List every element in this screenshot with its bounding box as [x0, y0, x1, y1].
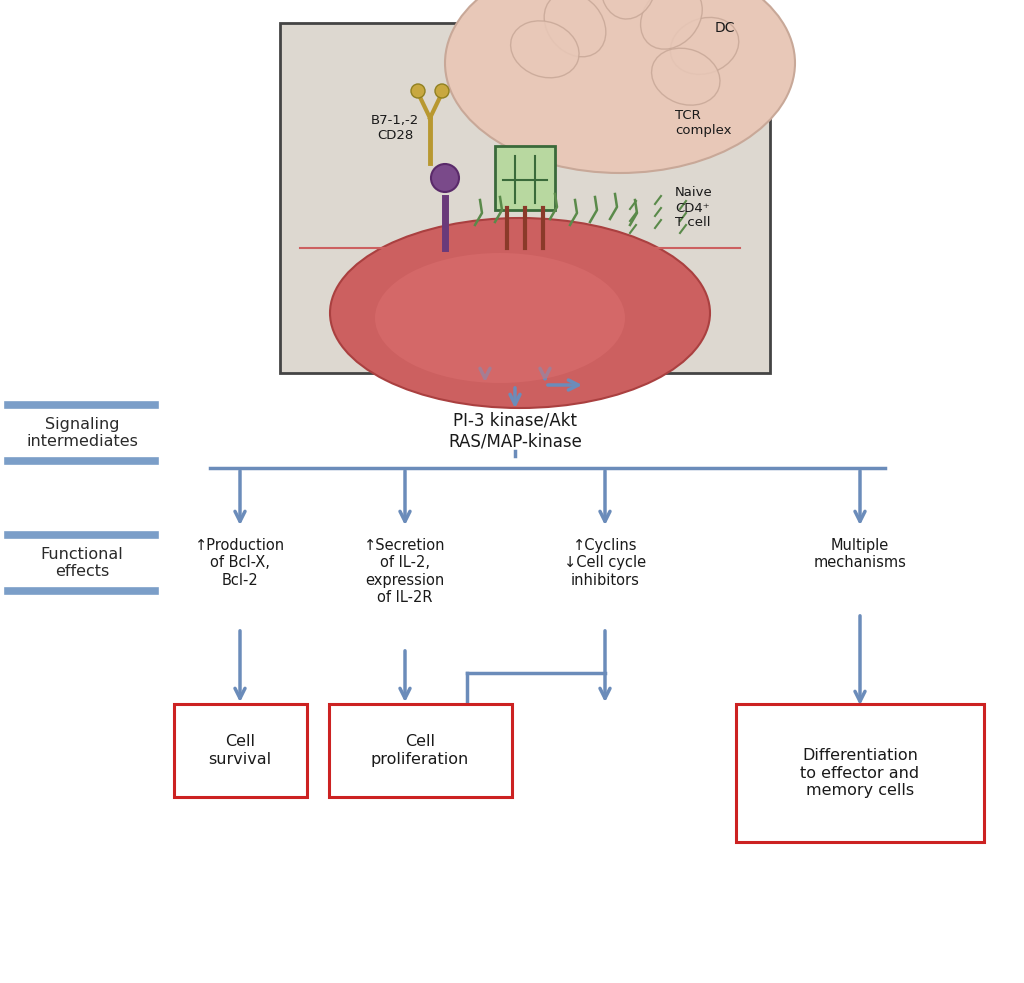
Ellipse shape	[375, 253, 625, 383]
Text: ↑Cyclins
↓Cell cycle
inhibitors: ↑Cyclins ↓Cell cycle inhibitors	[564, 538, 646, 588]
Text: Differentiation
to effector and
memory cells: Differentiation to effector and memory c…	[801, 748, 920, 798]
Circle shape	[435, 84, 449, 98]
FancyBboxPatch shape	[173, 704, 306, 797]
Text: Naive
CD4⁺
T cell: Naive CD4⁺ T cell	[675, 187, 713, 229]
Ellipse shape	[641, 0, 702, 49]
Text: Functional
effects: Functional effects	[41, 547, 123, 579]
Text: ↑Secretion
of IL-2,
expression
of IL-2R: ↑Secretion of IL-2, expression of IL-2R	[365, 538, 445, 606]
Circle shape	[411, 84, 425, 98]
Ellipse shape	[671, 18, 738, 75]
FancyBboxPatch shape	[495, 146, 555, 210]
Text: TCR
complex: TCR complex	[675, 109, 731, 137]
Text: PI-3 kinase/Akt
RAS/MAP-kinase: PI-3 kinase/Akt RAS/MAP-kinase	[449, 412, 582, 450]
Text: Signaling
intermediates: Signaling intermediates	[26, 417, 138, 449]
Text: Multiple
mechanisms: Multiple mechanisms	[813, 538, 906, 570]
Ellipse shape	[330, 218, 710, 408]
Text: B7-1,-2
CD28: B7-1,-2 CD28	[371, 114, 419, 142]
Text: Cell
survival: Cell survival	[209, 734, 271, 767]
Ellipse shape	[601, 0, 656, 19]
Text: Cell
proliferation: Cell proliferation	[371, 734, 469, 767]
Text: ↑Production
of Bcl-X,
Bcl-2: ↑Production of Bcl-X, Bcl-2	[195, 538, 285, 588]
Text: DC: DC	[715, 21, 735, 35]
Ellipse shape	[651, 48, 720, 105]
Ellipse shape	[511, 21, 579, 78]
Ellipse shape	[445, 0, 795, 173]
Circle shape	[431, 164, 459, 192]
Ellipse shape	[544, 0, 606, 57]
FancyBboxPatch shape	[736, 704, 984, 842]
FancyBboxPatch shape	[329, 704, 512, 797]
FancyBboxPatch shape	[280, 23, 770, 373]
